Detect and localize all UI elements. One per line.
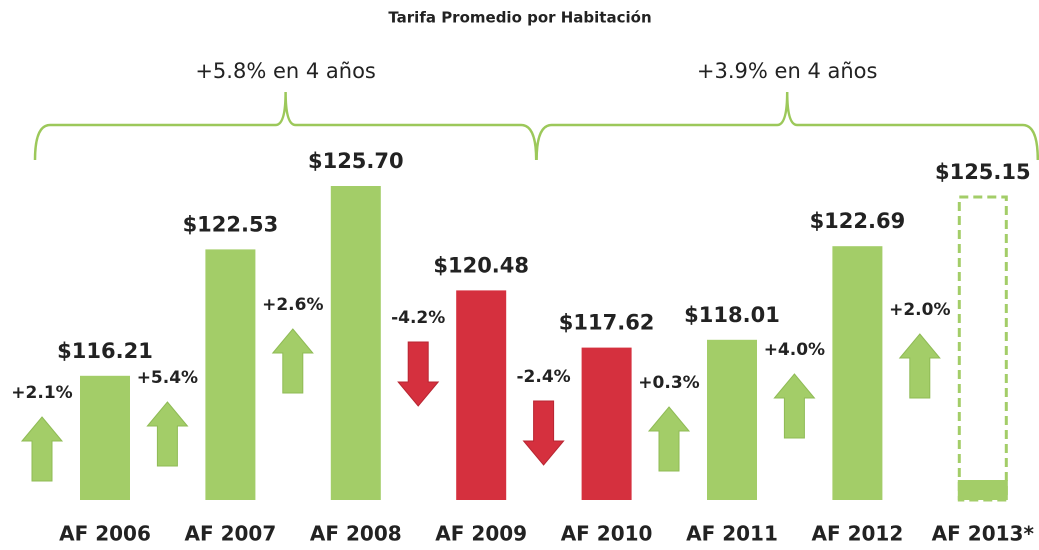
change-arrow (146, 401, 189, 467)
brace (33, 91, 538, 161)
bar (957, 195, 1008, 502)
change-label: -4.2% (391, 308, 445, 328)
annotation: +5.8% en 4 años (195, 59, 376, 83)
bar (330, 186, 381, 500)
bar (832, 246, 883, 500)
change-label: +4.0% (764, 340, 825, 360)
bar (456, 290, 507, 500)
x-tick-label: AF 2010 (561, 522, 653, 546)
bar (707, 339, 757, 500)
change-label: +2.0% (889, 300, 950, 320)
change-arrow (898, 333, 941, 399)
bar (205, 249, 256, 500)
x-tick-label: AF 2011 (686, 522, 778, 546)
chart-title: Tarifa Promedio por Habitación (388, 9, 651, 27)
change-arrow (647, 406, 691, 472)
x-tick-label: AF 2012 (812, 522, 904, 546)
change-label: +5.4% (137, 368, 198, 388)
change-arrow (397, 341, 440, 407)
change-label: +2.1% (11, 383, 72, 403)
change-label: +0.3% (638, 373, 699, 393)
bar-base (957, 480, 1008, 500)
bar (581, 347, 632, 500)
change-label: +2.6% (262, 295, 323, 315)
value-label: $116.21 (57, 339, 153, 363)
x-tick-label: AF 2007 (185, 522, 277, 546)
change-arrow (773, 373, 816, 439)
value-label: $125.70 (308, 149, 404, 173)
value-label: $117.62 (559, 311, 655, 335)
x-tick-label: AF 2006 (59, 522, 151, 546)
value-label: $122.69 (810, 209, 906, 233)
value-label: $125.15 (935, 160, 1031, 184)
change-arrow (20, 416, 64, 482)
value-label: $118.01 (684, 303, 780, 327)
bar (80, 375, 130, 500)
change-label: -2.4% (516, 367, 570, 387)
change-arrow (522, 400, 565, 466)
annotation: +3.9% en 4 años (697, 59, 878, 83)
brace (535, 91, 1039, 161)
value-label: $120.48 (433, 253, 529, 277)
x-tick-label: AF 2013* (932, 522, 1035, 546)
change-arrow (271, 328, 314, 394)
x-tick-label: AF 2008 (310, 522, 402, 546)
value-label: $122.53 (183, 212, 279, 236)
x-tick-label: AF 2009 (435, 522, 527, 546)
